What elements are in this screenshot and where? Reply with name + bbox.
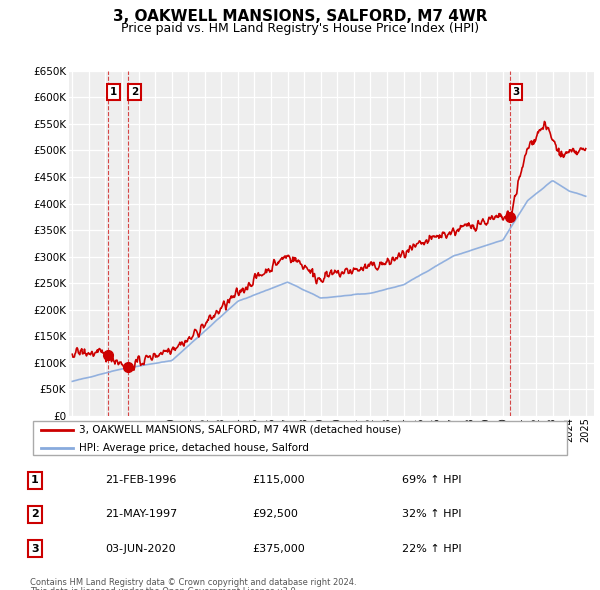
Text: Contains HM Land Registry data © Crown copyright and database right 2024.: Contains HM Land Registry data © Crown c… [30, 578, 356, 587]
Text: 21-FEB-1996: 21-FEB-1996 [105, 476, 176, 485]
Text: 2: 2 [131, 87, 138, 97]
Text: 03-JUN-2020: 03-JUN-2020 [105, 544, 176, 553]
Text: £92,500: £92,500 [252, 510, 298, 519]
Text: 69% ↑ HPI: 69% ↑ HPI [402, 476, 461, 485]
Text: 1: 1 [31, 476, 38, 485]
Text: HPI: Average price, detached house, Salford: HPI: Average price, detached house, Salf… [79, 442, 308, 453]
FancyBboxPatch shape [33, 421, 568, 455]
Text: Price paid vs. HM Land Registry's House Price Index (HPI): Price paid vs. HM Land Registry's House … [121, 22, 479, 35]
Text: 1: 1 [110, 87, 118, 97]
Text: £115,000: £115,000 [252, 476, 305, 485]
Text: 3, OAKWELL MANSIONS, SALFORD, M7 4WR: 3, OAKWELL MANSIONS, SALFORD, M7 4WR [113, 9, 487, 24]
Text: 2: 2 [31, 510, 38, 519]
Text: 3: 3 [512, 87, 520, 97]
Text: 3, OAKWELL MANSIONS, SALFORD, M7 4WR (detached house): 3, OAKWELL MANSIONS, SALFORD, M7 4WR (de… [79, 425, 401, 435]
Text: This data is licensed under the Open Government Licence v3.0.: This data is licensed under the Open Gov… [30, 587, 298, 590]
Text: 32% ↑ HPI: 32% ↑ HPI [402, 510, 461, 519]
Text: 22% ↑ HPI: 22% ↑ HPI [402, 544, 461, 553]
Text: 3: 3 [31, 544, 38, 553]
Text: £375,000: £375,000 [252, 544, 305, 553]
Text: 21-MAY-1997: 21-MAY-1997 [105, 510, 177, 519]
